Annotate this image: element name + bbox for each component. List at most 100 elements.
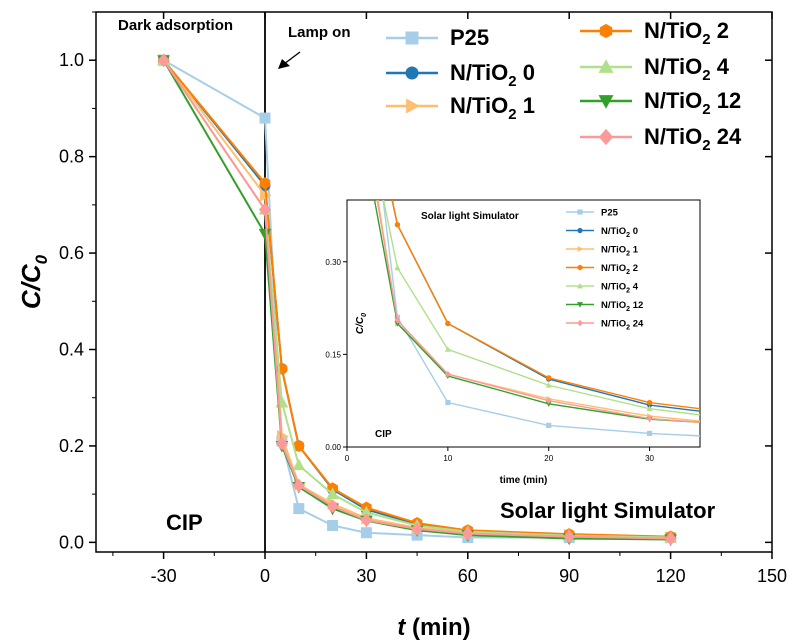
inset-legend-label-main: P25 xyxy=(601,208,619,219)
inset-data-point xyxy=(546,422,552,428)
inset-x-axis-title: time (min) xyxy=(500,475,548,486)
data-point xyxy=(275,436,288,451)
series-line xyxy=(162,59,671,539)
data-point xyxy=(664,531,677,546)
inset-legend-label-tail: 12 xyxy=(630,300,643,311)
inset-legend-label: N/TiO2 24 xyxy=(601,319,644,332)
inset-y-tick-label: 0.15 xyxy=(325,350,341,359)
inset-legend-label-main: N/TiO xyxy=(601,245,626,256)
data-point xyxy=(259,112,271,124)
legend-swatch-marker xyxy=(599,23,613,39)
inset-data-point xyxy=(545,397,552,404)
inset-series-n-tio2-4 xyxy=(382,200,700,416)
inset-series-n-tio2-2 xyxy=(391,200,700,410)
inset-y-axis-title-sub: 0 xyxy=(361,313,368,317)
data-point xyxy=(461,526,474,541)
data-point xyxy=(563,529,576,544)
legend-item: P25 xyxy=(386,25,489,50)
legend-label-tail: 0 xyxy=(517,60,535,85)
inset-series-line xyxy=(382,200,700,437)
inset-legend-swatch-marker xyxy=(577,319,583,327)
inset-y-axis-title-main: C/C xyxy=(355,316,366,334)
inset-series-line xyxy=(391,200,700,410)
x-axis-title-var: t xyxy=(397,614,406,640)
legend-label-sub: 2 xyxy=(702,67,710,84)
inset-data-point xyxy=(546,374,552,381)
legend-label-tail: 2 xyxy=(711,18,729,43)
inset-legend-label-tail: 4 xyxy=(630,282,639,293)
inset-x-tick-label: 0 xyxy=(345,454,350,463)
legend-label: N/TiO2 1 xyxy=(450,93,535,123)
legend-label-main: N/TiO xyxy=(644,88,702,113)
legend-item: N/TiO2 12 xyxy=(580,88,741,118)
legend-label-main: N/TiO xyxy=(450,93,508,118)
y-axis-title-main: C/C xyxy=(16,263,46,309)
dark-adsorption-label: Dark adsorption xyxy=(118,17,233,34)
y-axis-title: C/C0 xyxy=(16,254,51,309)
y-tick-label: 0.8 xyxy=(59,147,84,167)
inset-legend-swatch-marker xyxy=(577,227,583,234)
lamp-on-arrow-head xyxy=(278,59,290,69)
legend-label-main: N/TiO xyxy=(644,124,702,149)
inset-legend-swatch-marker xyxy=(577,209,583,215)
legend-label-sub: 2 xyxy=(702,101,710,118)
data-point xyxy=(326,499,339,514)
y-tick-label: 0.0 xyxy=(59,532,84,552)
inset-series-line xyxy=(382,200,700,416)
legend-label-main: N/TiO xyxy=(644,54,702,79)
x-tick-label: 90 xyxy=(559,566,579,586)
legend-label: N/TiO2 2 xyxy=(644,18,729,48)
x-tick-label: -30 xyxy=(151,566,177,586)
data-point xyxy=(360,505,373,518)
y-tick-label: 1.0 xyxy=(59,50,84,70)
legend-swatch-marker xyxy=(405,66,419,80)
inset-legend-swatch-marker xyxy=(577,302,583,308)
inset-data-point xyxy=(545,401,552,407)
legend-label: N/TiO2 12 xyxy=(644,88,741,118)
legend-swatch-marker xyxy=(598,95,614,109)
legend-item: N/TiO2 24 xyxy=(580,124,742,154)
inset-legend-label: P25 xyxy=(601,208,619,219)
inset-legend-label-sub: 2 xyxy=(626,288,630,295)
legend-label-tail: 12 xyxy=(711,88,742,113)
inset-legend-label-tail: 2 xyxy=(630,263,638,274)
legend-swatch-marker xyxy=(598,128,614,146)
data-point xyxy=(258,228,272,241)
y-tick-label: 0.2 xyxy=(59,436,84,456)
inset-legend-label: N/TiO2 4 xyxy=(601,282,639,295)
y-axis-title-sub: 0 xyxy=(32,254,51,264)
inset-legend-swatch-marker xyxy=(577,282,583,289)
inset-legend-label-main: N/TiO xyxy=(601,300,626,311)
legend-label-tail: 4 xyxy=(711,54,730,79)
inset-title: Solar light Simulator xyxy=(421,211,519,222)
data-point xyxy=(360,527,372,539)
inset-legend-label-tail: 0 xyxy=(630,226,638,237)
inset-data-point xyxy=(646,415,653,422)
inset-data-point xyxy=(445,320,451,327)
compound-label: CIP xyxy=(166,510,203,535)
data-point xyxy=(411,521,424,536)
inset-data-point xyxy=(445,399,451,406)
data-point xyxy=(360,513,373,528)
x-axis-title-unit: (min) xyxy=(405,614,470,640)
inset-legend-label-main: N/TiO xyxy=(601,319,626,330)
inset-legend-item: N/TiO2 12 xyxy=(566,300,643,313)
legend-swatch-marker xyxy=(406,98,420,114)
x-tick-label: 150 xyxy=(757,566,787,586)
inset-data-point xyxy=(394,317,401,324)
legend-label: P25 xyxy=(450,25,489,50)
legend-item: N/TiO2 1 xyxy=(386,93,535,123)
inset-legend-label: N/TiO2 1 xyxy=(601,245,639,258)
inset-series-line xyxy=(376,200,700,423)
legend-label-sub: 2 xyxy=(702,137,710,154)
light-source-label: Solar light Simulator xyxy=(500,498,716,523)
inset-legend-swatch-marker xyxy=(577,246,584,252)
inset-legend-label-tail: 24 xyxy=(630,319,644,330)
inset-legend-label-sub: 2 xyxy=(626,325,630,332)
legend-swatch-marker xyxy=(598,59,614,73)
y-tick-label: 0.6 xyxy=(59,243,84,263)
inset-legend-item: N/TiO2 4 xyxy=(566,282,639,295)
